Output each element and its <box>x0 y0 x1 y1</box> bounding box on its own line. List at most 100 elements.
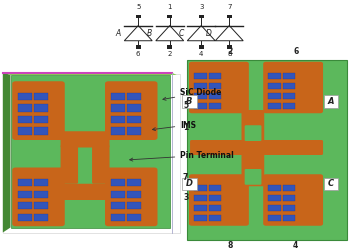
FancyBboxPatch shape <box>111 191 125 198</box>
FancyBboxPatch shape <box>111 214 125 221</box>
FancyBboxPatch shape <box>18 202 32 209</box>
FancyBboxPatch shape <box>105 81 158 140</box>
FancyBboxPatch shape <box>245 125 261 141</box>
FancyBboxPatch shape <box>182 95 197 108</box>
Bar <box>167 15 172 18</box>
FancyBboxPatch shape <box>324 178 338 190</box>
FancyBboxPatch shape <box>268 102 281 109</box>
FancyBboxPatch shape <box>268 195 281 201</box>
FancyBboxPatch shape <box>194 215 206 221</box>
Text: 1: 1 <box>183 123 188 132</box>
FancyBboxPatch shape <box>241 110 264 142</box>
FancyBboxPatch shape <box>18 128 32 134</box>
FancyBboxPatch shape <box>209 195 221 201</box>
FancyBboxPatch shape <box>324 95 338 108</box>
FancyBboxPatch shape <box>194 205 206 211</box>
Text: 6: 6 <box>136 52 140 58</box>
Text: SiC Diode: SiC Diode <box>163 88 222 100</box>
Text: 7: 7 <box>227 4 231 10</box>
FancyBboxPatch shape <box>111 179 125 186</box>
FancyBboxPatch shape <box>209 215 221 221</box>
FancyBboxPatch shape <box>194 102 206 109</box>
FancyBboxPatch shape <box>194 185 206 191</box>
Text: D: D <box>206 29 212 38</box>
FancyBboxPatch shape <box>34 214 48 221</box>
FancyBboxPatch shape <box>209 72 221 79</box>
FancyBboxPatch shape <box>18 179 32 186</box>
Text: 7: 7 <box>183 173 188 182</box>
FancyBboxPatch shape <box>111 93 125 100</box>
Text: A: A <box>116 29 121 38</box>
FancyBboxPatch shape <box>283 82 295 89</box>
FancyBboxPatch shape <box>34 191 48 198</box>
Text: 2: 2 <box>228 47 233 56</box>
FancyBboxPatch shape <box>209 82 221 89</box>
FancyBboxPatch shape <box>105 168 158 226</box>
FancyBboxPatch shape <box>283 102 295 109</box>
Text: A: A <box>328 97 334 106</box>
FancyBboxPatch shape <box>34 93 48 100</box>
Bar <box>167 45 172 49</box>
Text: C: C <box>178 29 184 38</box>
Text: Pin Terminal: Pin Terminal <box>130 150 234 161</box>
FancyBboxPatch shape <box>189 174 249 226</box>
FancyBboxPatch shape <box>268 92 281 99</box>
FancyBboxPatch shape <box>241 152 264 186</box>
FancyBboxPatch shape <box>283 195 295 201</box>
Text: B: B <box>147 29 153 38</box>
Text: B: B <box>186 97 193 106</box>
FancyBboxPatch shape <box>111 116 125 123</box>
FancyBboxPatch shape <box>194 195 206 201</box>
FancyBboxPatch shape <box>111 128 125 134</box>
Bar <box>227 45 232 49</box>
FancyBboxPatch shape <box>127 214 141 221</box>
FancyBboxPatch shape <box>268 185 281 191</box>
FancyBboxPatch shape <box>12 168 65 226</box>
FancyBboxPatch shape <box>34 128 48 134</box>
FancyBboxPatch shape <box>268 82 281 89</box>
FancyBboxPatch shape <box>34 116 48 123</box>
FancyBboxPatch shape <box>127 179 141 186</box>
FancyBboxPatch shape <box>245 169 261 185</box>
FancyBboxPatch shape <box>127 202 141 209</box>
FancyBboxPatch shape <box>18 214 32 221</box>
FancyBboxPatch shape <box>111 104 125 112</box>
Text: 5: 5 <box>183 100 188 110</box>
FancyBboxPatch shape <box>263 174 323 226</box>
Bar <box>227 15 232 18</box>
FancyBboxPatch shape <box>127 93 141 100</box>
FancyBboxPatch shape <box>194 72 206 79</box>
FancyBboxPatch shape <box>268 215 281 221</box>
Text: D: D <box>186 179 193 188</box>
FancyBboxPatch shape <box>34 104 48 112</box>
Text: 6: 6 <box>293 47 298 56</box>
FancyBboxPatch shape <box>92 145 110 184</box>
Bar <box>136 45 141 49</box>
FancyBboxPatch shape <box>268 72 281 79</box>
Text: 3: 3 <box>183 193 188 202</box>
FancyBboxPatch shape <box>263 62 323 113</box>
FancyBboxPatch shape <box>194 82 206 89</box>
FancyBboxPatch shape <box>209 205 221 211</box>
FancyBboxPatch shape <box>18 104 32 112</box>
FancyBboxPatch shape <box>283 72 295 79</box>
FancyBboxPatch shape <box>127 191 141 198</box>
FancyBboxPatch shape <box>209 92 221 99</box>
FancyBboxPatch shape <box>12 81 65 140</box>
FancyBboxPatch shape <box>283 215 295 221</box>
Bar <box>199 45 204 49</box>
FancyBboxPatch shape <box>3 74 180 232</box>
FancyBboxPatch shape <box>209 102 221 109</box>
FancyBboxPatch shape <box>61 145 78 184</box>
Text: 8: 8 <box>227 52 231 58</box>
Text: 5: 5 <box>136 4 140 10</box>
FancyBboxPatch shape <box>111 202 125 209</box>
Text: 4: 4 <box>199 52 203 58</box>
FancyBboxPatch shape <box>283 92 295 99</box>
FancyBboxPatch shape <box>283 185 295 191</box>
FancyBboxPatch shape <box>190 140 323 155</box>
FancyBboxPatch shape <box>127 128 141 134</box>
Polygon shape <box>3 72 10 233</box>
FancyBboxPatch shape <box>283 205 295 211</box>
Bar <box>136 15 141 18</box>
